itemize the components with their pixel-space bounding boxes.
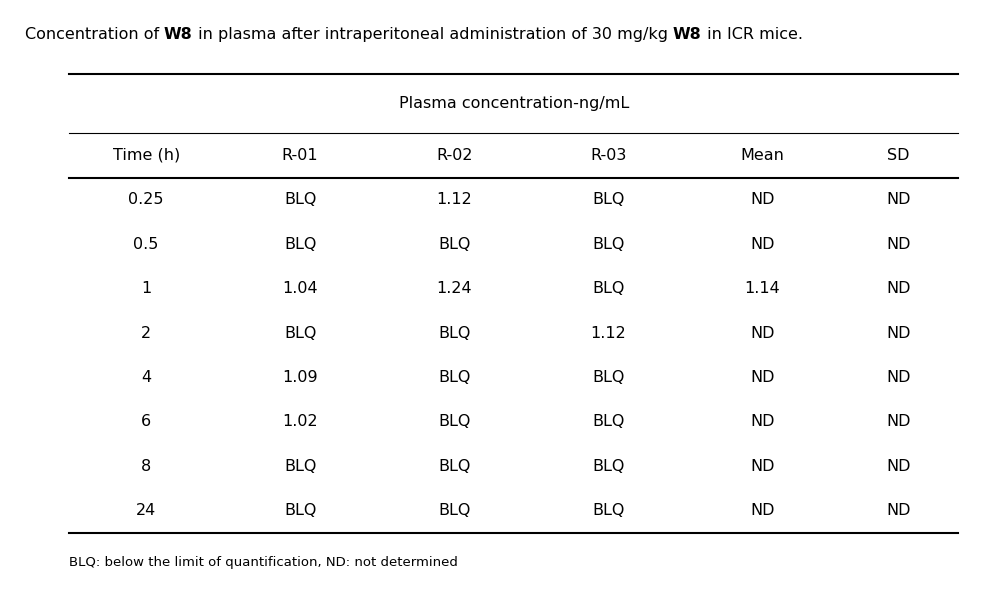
Text: BLQ: BLQ	[284, 192, 316, 207]
Text: ND: ND	[886, 459, 911, 474]
Text: BLQ: BLQ	[284, 237, 316, 252]
Text: ND: ND	[750, 192, 775, 207]
Text: ND: ND	[886, 237, 911, 252]
Text: BLQ: below the limit of quantification, ND: not determined: BLQ: below the limit of quantification, …	[69, 556, 458, 570]
Text: 0.5: 0.5	[133, 237, 159, 252]
Text: 4: 4	[141, 370, 151, 385]
Text: R-01: R-01	[282, 148, 318, 163]
Text: in ICR mice.: in ICR mice.	[701, 27, 802, 41]
Text: 1.12: 1.12	[437, 192, 472, 207]
Text: BLQ: BLQ	[438, 459, 470, 474]
Text: ND: ND	[886, 326, 911, 340]
Text: BLQ: BLQ	[284, 503, 316, 518]
Text: BLQ: BLQ	[438, 237, 470, 252]
Text: BLQ: BLQ	[592, 281, 624, 296]
Text: 8: 8	[141, 459, 151, 474]
Text: Mean: Mean	[740, 148, 784, 163]
Text: SD: SD	[887, 148, 910, 163]
Text: ND: ND	[750, 370, 775, 385]
Text: W8: W8	[164, 27, 193, 41]
Text: ND: ND	[750, 326, 775, 340]
Text: ND: ND	[750, 237, 775, 252]
Text: 1: 1	[141, 281, 151, 296]
Text: ND: ND	[750, 503, 775, 518]
Text: Concentration of: Concentration of	[25, 27, 164, 41]
Text: BLQ: BLQ	[438, 370, 470, 385]
Text: BLQ: BLQ	[438, 326, 470, 340]
Text: 1.04: 1.04	[283, 281, 318, 296]
Text: 1.02: 1.02	[283, 414, 318, 429]
Text: ND: ND	[886, 192, 911, 207]
Text: 24: 24	[136, 503, 156, 518]
Text: BLQ: BLQ	[592, 192, 624, 207]
Text: in plasma after intraperitoneal administration of 30 mg/kg: in plasma after intraperitoneal administ…	[193, 27, 673, 41]
Text: 0.25: 0.25	[128, 192, 164, 207]
Text: W8: W8	[673, 27, 701, 41]
Text: 6: 6	[141, 414, 151, 429]
Text: 1.24: 1.24	[437, 281, 472, 296]
Text: BLQ: BLQ	[438, 503, 470, 518]
Text: ND: ND	[750, 414, 775, 429]
Text: Time (h): Time (h)	[113, 148, 180, 163]
Text: BLQ: BLQ	[284, 459, 316, 474]
Text: ND: ND	[750, 459, 775, 474]
Text: BLQ: BLQ	[592, 414, 624, 429]
Text: Plasma concentration-ng/mL: Plasma concentration-ng/mL	[398, 96, 629, 111]
Text: ND: ND	[886, 370, 911, 385]
Text: BLQ: BLQ	[592, 459, 624, 474]
Text: ND: ND	[886, 503, 911, 518]
Text: R-02: R-02	[436, 148, 472, 163]
Text: 1.09: 1.09	[283, 370, 318, 385]
Text: BLQ: BLQ	[592, 503, 624, 518]
Text: 1.12: 1.12	[590, 326, 626, 340]
Text: BLQ: BLQ	[592, 237, 624, 252]
Text: BLQ: BLQ	[592, 370, 624, 385]
Text: 2: 2	[141, 326, 151, 340]
Text: 1.14: 1.14	[744, 281, 780, 296]
Text: ND: ND	[886, 414, 911, 429]
Text: R-03: R-03	[590, 148, 626, 163]
Text: BLQ: BLQ	[284, 326, 316, 340]
Text: BLQ: BLQ	[438, 414, 470, 429]
Text: ND: ND	[886, 281, 911, 296]
